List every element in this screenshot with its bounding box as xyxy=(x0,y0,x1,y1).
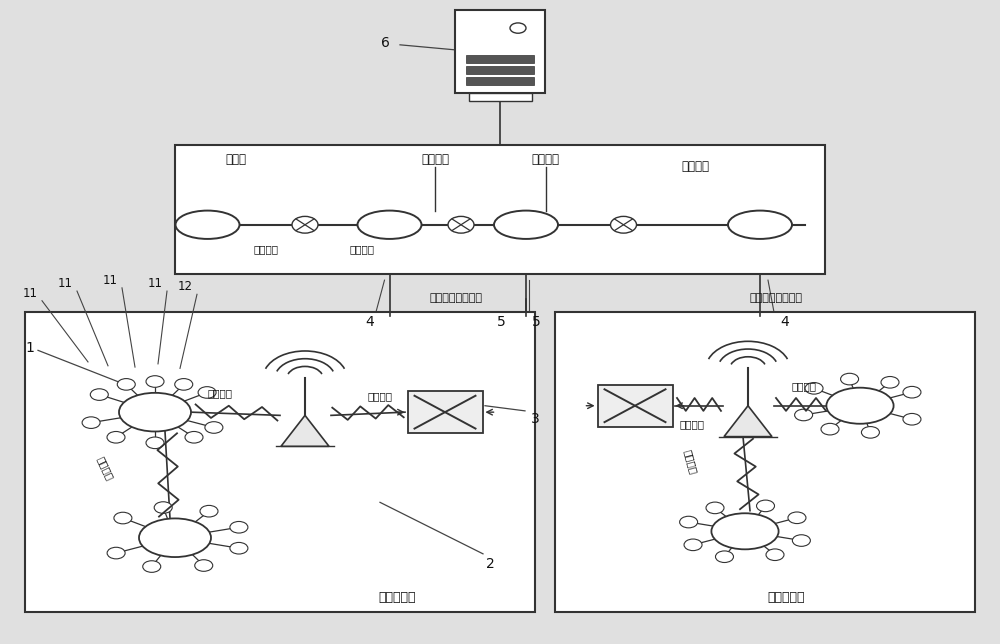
Text: 5: 5 xyxy=(532,315,540,329)
Text: 光纤或以太网传输: 光纤或以太网传输 xyxy=(750,293,803,303)
Polygon shape xyxy=(281,415,329,446)
Ellipse shape xyxy=(176,211,240,239)
Bar xyxy=(468,93,532,101)
Circle shape xyxy=(230,542,248,554)
Bar xyxy=(25,312,535,612)
Circle shape xyxy=(230,522,248,533)
Circle shape xyxy=(821,423,839,435)
Circle shape xyxy=(706,502,724,514)
Text: 11: 11 xyxy=(148,277,162,290)
Text: 6: 6 xyxy=(381,36,389,50)
Circle shape xyxy=(175,379,193,390)
Text: 12: 12 xyxy=(178,280,192,293)
Circle shape xyxy=(805,383,823,394)
Circle shape xyxy=(185,431,203,443)
Circle shape xyxy=(881,377,899,388)
Circle shape xyxy=(292,216,318,233)
Circle shape xyxy=(143,561,161,573)
Circle shape xyxy=(795,409,813,421)
Circle shape xyxy=(841,374,859,385)
Circle shape xyxy=(903,386,921,398)
Bar xyxy=(598,384,672,426)
Text: 无线传输: 无线传输 xyxy=(679,419,704,429)
Text: 11: 11 xyxy=(22,287,38,299)
Circle shape xyxy=(107,547,125,559)
Text: 无线局域网: 无线局域网 xyxy=(379,591,416,604)
Text: 光纤传输: 光纤传输 xyxy=(421,153,449,166)
Ellipse shape xyxy=(494,211,558,239)
Circle shape xyxy=(154,502,172,513)
Ellipse shape xyxy=(139,518,211,557)
Circle shape xyxy=(715,551,733,562)
Circle shape xyxy=(200,506,218,517)
Bar xyxy=(466,77,534,85)
Circle shape xyxy=(510,23,526,33)
Text: 光纤传输: 光纤传输 xyxy=(532,153,560,166)
Circle shape xyxy=(903,413,921,425)
Bar xyxy=(555,312,975,612)
Text: 无线局域网: 无线局域网 xyxy=(767,591,805,604)
Ellipse shape xyxy=(119,393,191,431)
Ellipse shape xyxy=(358,211,422,239)
Text: 无线传输: 无线传输 xyxy=(792,381,816,392)
Circle shape xyxy=(146,437,164,449)
Circle shape xyxy=(684,539,702,551)
Text: 光纤传输: 光纤传输 xyxy=(681,160,709,173)
Circle shape xyxy=(792,535,810,546)
Circle shape xyxy=(114,512,132,524)
Circle shape xyxy=(680,516,698,528)
Text: 光网络: 光网络 xyxy=(225,153,246,166)
Text: 4: 4 xyxy=(781,315,789,329)
Circle shape xyxy=(107,431,125,443)
Circle shape xyxy=(757,500,775,512)
Circle shape xyxy=(82,417,100,428)
Ellipse shape xyxy=(728,211,792,239)
Text: 无线传输: 无线传输 xyxy=(95,455,115,482)
Text: 11: 11 xyxy=(103,274,118,287)
Text: 无线传输: 无线传输 xyxy=(682,449,698,475)
Circle shape xyxy=(195,560,213,571)
Bar xyxy=(455,10,545,93)
Text: 光纤传输: 光纤传输 xyxy=(254,244,279,254)
Circle shape xyxy=(766,549,784,560)
Bar xyxy=(466,66,534,74)
Circle shape xyxy=(788,512,806,524)
Circle shape xyxy=(610,216,637,233)
Text: 2: 2 xyxy=(486,556,494,571)
Circle shape xyxy=(861,426,879,438)
Circle shape xyxy=(90,389,108,401)
Text: 光纤或以太网传输: 光纤或以太网传输 xyxy=(430,293,482,303)
Text: 光纤传输: 光纤传输 xyxy=(350,244,375,254)
Polygon shape xyxy=(724,406,772,437)
Text: 无线传输: 无线传输 xyxy=(368,391,392,401)
Circle shape xyxy=(198,386,216,398)
Text: 11: 11 xyxy=(58,277,72,290)
Ellipse shape xyxy=(826,388,894,424)
Text: 4: 4 xyxy=(365,315,374,329)
Circle shape xyxy=(205,422,223,433)
Text: 3: 3 xyxy=(531,412,539,426)
Text: 1: 1 xyxy=(26,341,34,355)
Bar xyxy=(466,55,534,63)
Circle shape xyxy=(117,379,135,390)
Bar xyxy=(175,145,825,274)
Bar xyxy=(408,392,483,433)
Circle shape xyxy=(448,216,474,233)
Text: 无线传输: 无线传输 xyxy=(207,388,232,398)
Ellipse shape xyxy=(711,513,779,549)
Text: 5: 5 xyxy=(497,315,505,329)
Circle shape xyxy=(146,375,164,387)
